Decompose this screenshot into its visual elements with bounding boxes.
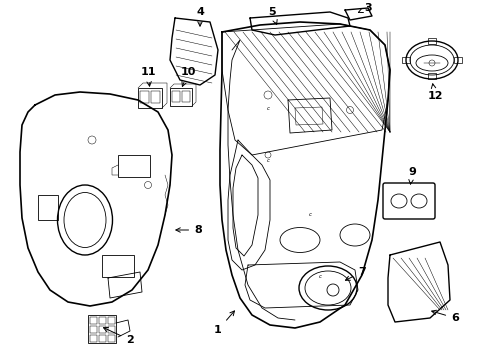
Text: c: c bbox=[266, 105, 269, 111]
Bar bbox=[453, 57, 461, 63]
Bar bbox=[99, 326, 106, 333]
Text: c: c bbox=[266, 158, 269, 162]
Bar bbox=[151, 91, 160, 103]
Bar bbox=[140, 91, 149, 103]
Bar bbox=[170, 88, 192, 106]
Text: 11: 11 bbox=[140, 67, 156, 86]
Bar bbox=[172, 91, 180, 102]
Text: 2: 2 bbox=[103, 328, 134, 345]
Text: 5: 5 bbox=[267, 7, 277, 24]
Text: c: c bbox=[318, 274, 321, 279]
Bar bbox=[108, 326, 115, 333]
Text: 1: 1 bbox=[214, 311, 234, 335]
Bar bbox=[427, 38, 435, 44]
Bar bbox=[38, 195, 58, 220]
Text: 9: 9 bbox=[407, 167, 415, 184]
Bar bbox=[90, 317, 97, 324]
Bar bbox=[88, 315, 116, 343]
Bar bbox=[90, 335, 97, 342]
Text: 12: 12 bbox=[427, 84, 442, 101]
Bar bbox=[401, 57, 409, 63]
Bar bbox=[102, 255, 134, 277]
Text: 10: 10 bbox=[180, 67, 195, 86]
Bar bbox=[99, 317, 106, 324]
Text: 8: 8 bbox=[176, 225, 202, 235]
Bar bbox=[90, 326, 97, 333]
Text: c: c bbox=[308, 212, 311, 217]
Text: 6: 6 bbox=[431, 310, 458, 323]
Text: 3: 3 bbox=[358, 3, 371, 13]
Bar bbox=[118, 155, 150, 177]
Bar bbox=[99, 335, 106, 342]
Bar bbox=[108, 335, 115, 342]
Bar bbox=[182, 91, 190, 102]
Bar bbox=[427, 73, 435, 79]
Bar bbox=[138, 88, 162, 108]
Text: 7: 7 bbox=[345, 267, 365, 280]
Bar bbox=[108, 317, 115, 324]
Text: 4: 4 bbox=[196, 7, 203, 26]
